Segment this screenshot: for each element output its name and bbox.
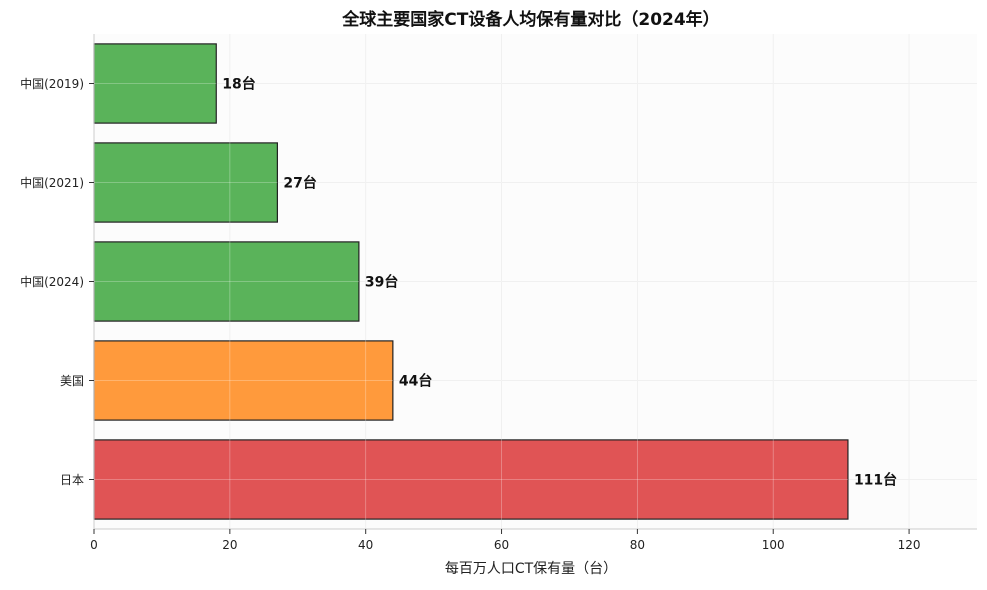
bar xyxy=(93,43,217,124)
bar xyxy=(93,439,849,520)
x-axis-label: 每百万人口CT保有量（台） xyxy=(445,561,617,577)
x-tick-label: 120 xyxy=(898,538,921,552)
x-tick-label: 60 xyxy=(494,538,509,552)
bars-layer xyxy=(93,34,910,529)
x-tick-label: 40 xyxy=(358,538,373,552)
y-tick-label: 中国(2024) xyxy=(20,274,84,289)
bar-value-label: 111台 xyxy=(854,472,897,489)
bar-value-label: 18台 xyxy=(222,76,255,93)
bar-value-label: 27台 xyxy=(283,175,316,192)
x-tick-label: 20 xyxy=(222,538,237,552)
bar xyxy=(93,340,394,421)
y-tick-label: 美国 xyxy=(60,374,84,388)
y-tick-label: 中国(2021) xyxy=(20,175,84,190)
value-labels-layer: 18台 27台 39台 44台 111台 xyxy=(222,76,897,489)
bar xyxy=(93,142,278,223)
y-tick-label: 日本 xyxy=(60,473,84,487)
x-tick-label: 100 xyxy=(762,538,785,552)
bar xyxy=(93,241,360,322)
bar-value-label: 39台 xyxy=(365,274,398,291)
chart-title: 全球主要国家CT设备人均保有量对比（2024年） xyxy=(341,9,719,30)
x-tick-label: 80 xyxy=(630,538,645,552)
y-tick-label: 中国(2019) xyxy=(20,76,84,91)
axes-layer: 0 20 40 60 80 100 120 中国(2019) 中国(2021) 中国(2024) 美… xyxy=(20,34,977,552)
x-tick-label: 0 xyxy=(90,538,98,552)
bar-value-label: 44台 xyxy=(399,373,432,390)
